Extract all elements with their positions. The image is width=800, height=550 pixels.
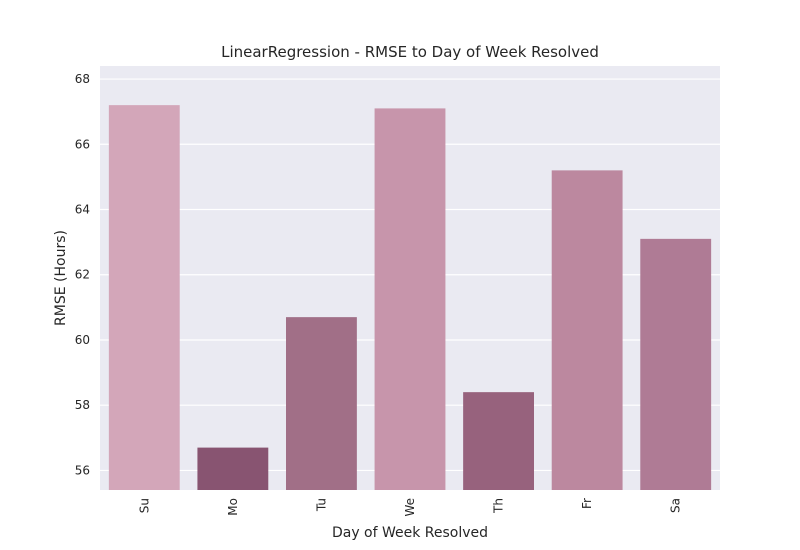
chart-title: LinearRegression - RMSE to Day of Week R… <box>221 43 599 61</box>
bar-fr <box>551 170 623 490</box>
bar-tu <box>286 317 357 490</box>
x-tick-label: Mo <box>226 498 240 516</box>
y-tick-label: 66 <box>75 137 90 151</box>
bar-mo <box>197 447 269 490</box>
x-tick-label: Su <box>137 498 151 513</box>
y-tick-label: 58 <box>75 398 90 412</box>
y-axis-ticks: 56 58 60 62 64 66 68 <box>75 72 90 477</box>
y-tick-label: 60 <box>75 333 90 347</box>
y-tick-label: 56 <box>75 463 90 477</box>
bar-we <box>374 108 446 491</box>
x-tick-label: Th <box>492 498 506 514</box>
bar-su <box>108 105 180 490</box>
bar-sa <box>640 238 712 490</box>
y-tick-label: 62 <box>75 268 90 282</box>
bar-th <box>463 392 534 490</box>
y-tick-label: 68 <box>75 72 90 86</box>
y-axis-label: RMSE (Hours) <box>53 230 69 326</box>
x-tick-label: Fr <box>580 498 594 509</box>
x-tick-label: Sa <box>669 498 683 513</box>
x-tick-label: Tu <box>314 498 328 512</box>
x-axis-label: Day of Week Resolved <box>332 525 488 541</box>
y-tick-label: 64 <box>75 203 90 217</box>
x-tick-label: We <box>403 498 417 517</box>
x-axis-ticks: Su Mo Tu We Th Fr Sa <box>137 498 682 517</box>
bars <box>108 105 712 491</box>
